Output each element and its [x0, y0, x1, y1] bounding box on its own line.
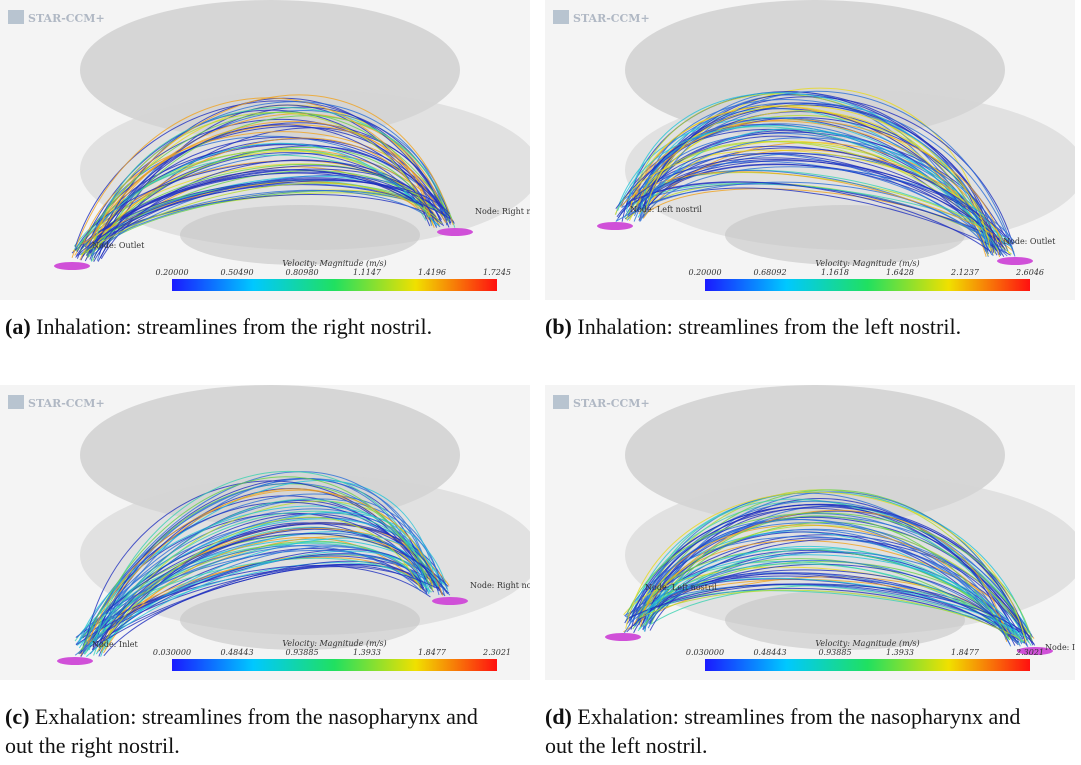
logo-icon	[553, 10, 569, 24]
colorbar-tick-label: 2.3021	[482, 648, 511, 657]
node-label: Node: Left nostril	[645, 583, 717, 592]
node-label: Node: Left nostril	[630, 205, 702, 214]
colorbar-tick-label: 0.20000	[155, 268, 188, 277]
colorbar-tick-label: 0.030000	[153, 648, 191, 657]
colorbar-tick-label: 1.1147	[353, 268, 382, 277]
colorbar	[705, 279, 1030, 291]
colorbar-title: Velocity: Magnitude (m/s)	[282, 259, 386, 268]
node-label: Node: Right nostri	[475, 207, 530, 216]
panel-image: STAR-CCM+ Node: Inlet Node: Right nostri Ve…	[0, 385, 530, 680]
caption: (a) Inhalation: streamlines from the rig…	[5, 312, 510, 341]
logo-icon	[8, 10, 24, 24]
outlet-patch	[54, 262, 90, 270]
colorbar-tick-label: 2.6046	[1015, 268, 1044, 277]
colorbar-tick-label: 1.6428	[886, 268, 914, 277]
panel-image: STAR-CCM+ Node: Left nostril Node: Outlet V…	[545, 0, 1075, 300]
caption: (d) Exhalation: streamlines from the nas…	[545, 702, 1050, 760]
colorbar-tick-label: 0.93885	[285, 648, 318, 657]
colorbar-tick-label: 0.48443	[220, 648, 253, 657]
panel-image: STAR-CCM+ Node: Left nostril Node: Inle Vel…	[545, 385, 1075, 680]
caption-tag: (c)	[5, 704, 29, 729]
colorbar-tick-label: 1.8477	[951, 648, 980, 657]
caption-tag: (a)	[5, 314, 31, 339]
logo: STAR-CCM+	[573, 12, 650, 25]
colorbar-tick-label: 1.3933	[353, 648, 381, 657]
colorbar-title: Velocity: Magnitude (m/s)	[282, 639, 386, 648]
colorbar-tick-label: 0.68092	[753, 268, 786, 277]
anatomy-shadow	[725, 205, 965, 265]
node-label: Node: Outlet	[1003, 237, 1056, 246]
outlet-patch	[57, 657, 93, 665]
colorbar-tick-label: 0.50490	[220, 268, 253, 277]
caption-tag: (b)	[545, 314, 572, 339]
node-label: Node: Inlet	[92, 640, 139, 649]
colorbar-title: Velocity: Magnitude (m/s)	[815, 639, 919, 648]
node-label: Node: Inle	[1045, 643, 1075, 652]
logo-icon	[8, 395, 24, 409]
colorbar	[705, 659, 1030, 671]
colorbar-tick-label: 1.8477	[418, 648, 447, 657]
caption-text: Exhalation: streamlines from the nasopha…	[5, 704, 478, 758]
anatomy-shadow	[180, 205, 420, 265]
logo: STAR-CCM+	[28, 397, 105, 410]
colorbar-tick-label: 0.93885	[818, 648, 851, 657]
caption: (c) Exhalation: streamlines from the nas…	[5, 702, 510, 760]
colorbar-title: Velocity: Magnitude (m/s)	[815, 259, 919, 268]
outlet-patch	[432, 597, 468, 605]
outlet-patch	[437, 228, 473, 236]
logo-icon	[553, 395, 569, 409]
colorbar-tick-label: 1.7245	[483, 268, 511, 277]
logo: STAR-CCM+	[573, 397, 650, 410]
caption-text: Inhalation: streamlines from the right n…	[36, 314, 432, 339]
caption: (b) Inhalation: streamlines from the lef…	[545, 312, 1050, 341]
page: Streamline figure {"panels": [ {"logo": …	[0, 0, 1081, 765]
colorbar-tick-label: 1.3933	[886, 648, 914, 657]
colorbar-tick-label: 2.3021	[1015, 648, 1044, 657]
colorbar-tick-label: 2.1237	[950, 268, 980, 277]
colorbar-tick-label: 0.030000	[686, 648, 724, 657]
panel-image: STAR-CCM+ Node: Outlet Node: Right nostri V…	[0, 0, 530, 300]
colorbar-tick-label: 0.20000	[688, 268, 721, 277]
node-label: Node: Outlet	[92, 241, 145, 250]
logo: STAR-CCM+	[28, 12, 105, 25]
caption-text: Exhalation: streamlines from the nasopha…	[545, 704, 1020, 758]
colorbar-tick-label: 1.1618	[821, 268, 849, 277]
figure: STAR-CCM+ Node: Outlet Node: Right nostri V…	[0, 0, 1081, 765]
caption-tag: (d)	[545, 704, 572, 729]
node-label: Node: Right nostri	[470, 581, 530, 590]
colorbar-tick-label: 1.4196	[418, 268, 446, 277]
outlet-patch	[997, 257, 1033, 265]
colorbar-tick-label: 0.80980	[285, 268, 318, 277]
caption-text: Inhalation: streamlines from the left no…	[577, 314, 961, 339]
colorbar	[172, 279, 497, 291]
colorbar	[172, 659, 497, 671]
outlet-patch	[605, 633, 641, 641]
outlet-patch	[597, 222, 633, 230]
colorbar-tick-label: 0.48443	[753, 648, 786, 657]
